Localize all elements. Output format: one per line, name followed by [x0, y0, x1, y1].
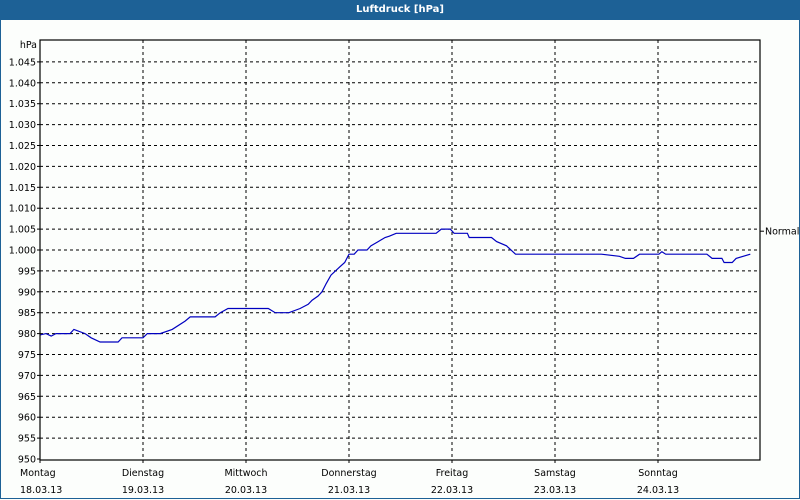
y-tick-label: 1.020	[9, 162, 36, 173]
x-tick-day: Donnerstag	[321, 468, 376, 479]
x-tick-day: Samstag	[534, 468, 576, 479]
x-tick-day: Mittwoch	[224, 468, 267, 479]
normal-reference-marker: Normal	[760, 227, 799, 238]
y-tick-label: 970	[18, 371, 36, 382]
y-tick-label: 955	[18, 434, 36, 445]
y-tick-label: 1.040	[9, 78, 36, 89]
y-tick-label: 1.030	[9, 120, 36, 131]
x-tick-day: Freitag	[436, 468, 469, 479]
y-tick-label: 950	[18, 455, 36, 466]
x-tick-date: 21.03.13	[328, 485, 370, 496]
y-tick-label: 1.005	[9, 225, 36, 236]
y-tick-label: 960	[18, 413, 36, 424]
x-tick-day: Sonntag	[638, 468, 677, 479]
x-tick-date: 19.03.13	[122, 485, 164, 496]
x-tick-date: 18.03.13	[20, 485, 62, 496]
y-tick-label: 1.035	[9, 99, 36, 110]
y-axis-label: hPa	[20, 40, 37, 51]
y-tick-label: 1.045	[9, 57, 36, 68]
x-tick-date: 22.03.13	[431, 485, 473, 496]
chart-title: Luftdruck [hPa]	[0, 0, 800, 20]
y-tick-label: 980	[18, 329, 36, 340]
y-tick-label: 990	[18, 287, 36, 298]
normal-label: Normal	[765, 227, 799, 238]
x-tick-day: Dienstag	[122, 468, 164, 479]
x-tick-day: Montag	[20, 468, 56, 479]
plot-area	[39, 39, 761, 461]
x-tick-date: 23.03.13	[534, 485, 576, 496]
y-axis-ticks: 950 955 960 965 970 975 980 985 990 995 1.000 1.005…	[9, 57, 40, 466]
x-axis-ticks: Montag 18.03.13 Dienstag 19.03.13 Mittwoch 20…	[20, 460, 679, 496]
y-tick-label: 1.025	[9, 141, 36, 152]
x-tick-date: 20.03.13	[225, 485, 267, 496]
y-tick-label: 965	[18, 392, 36, 403]
y-tick-label: 1.010	[9, 204, 36, 215]
y-tick-label: 1.015	[9, 183, 36, 194]
pressure-series-line	[39, 228, 751, 343]
x-tick-date: 24.03.13	[637, 485, 679, 496]
grid-lines	[40, 40, 760, 460]
y-tick-label: 975	[18, 350, 36, 361]
y-tick-label: 985	[18, 308, 36, 319]
y-tick-label: 1.000	[9, 246, 36, 257]
y-tick-label: 995	[18, 266, 36, 277]
